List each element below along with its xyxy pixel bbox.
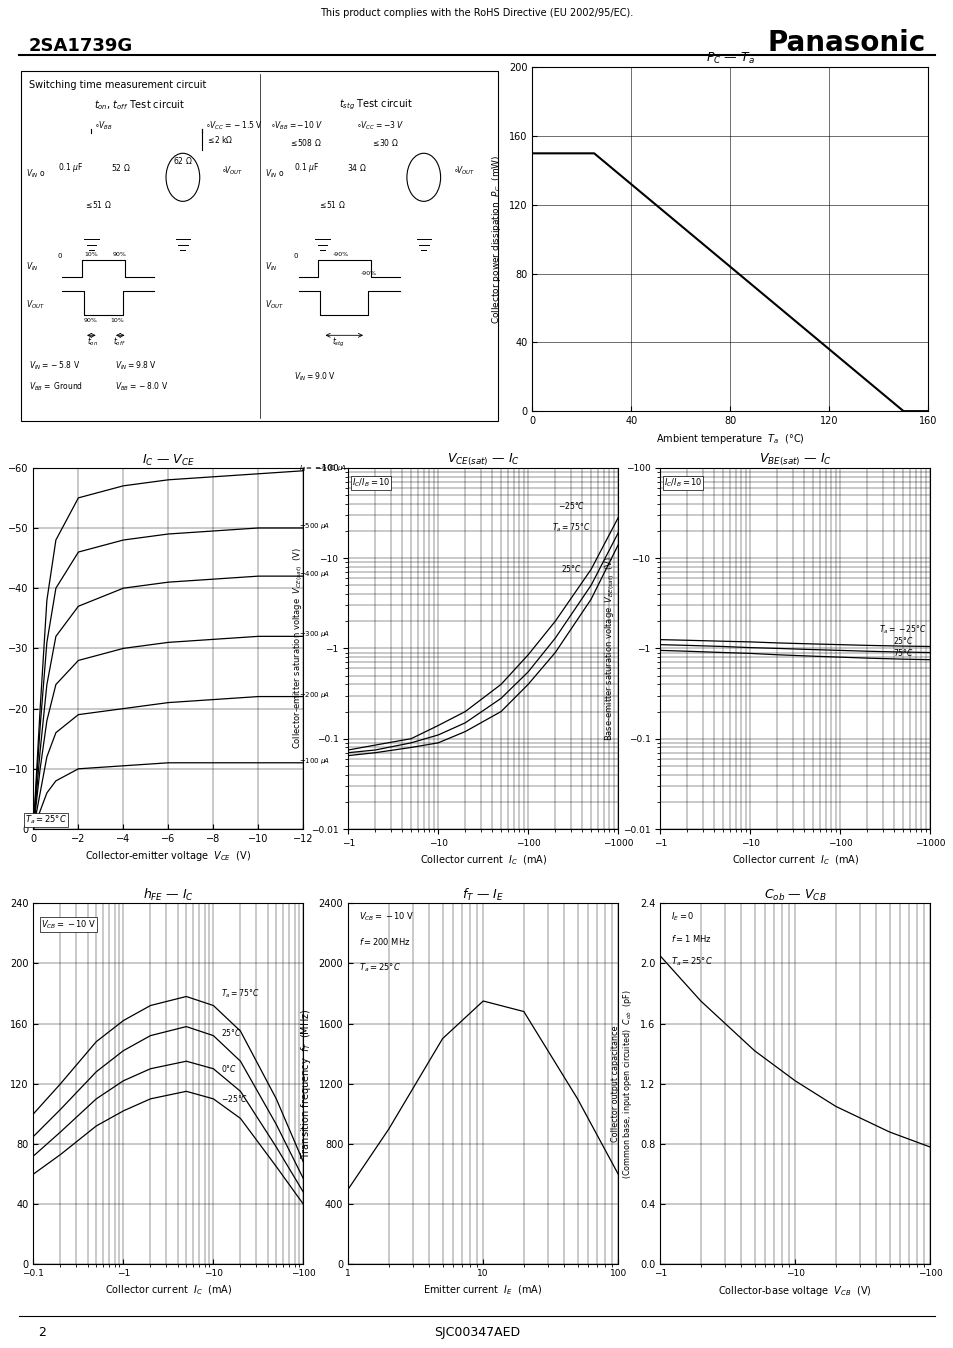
X-axis label: Collector-base voltage  $V_{CB}$  (V): Collector-base voltage $V_{CB}$ (V) xyxy=(718,1283,871,1298)
X-axis label: Collector-emitter voltage  $V_{CE}$  (V): Collector-emitter voltage $V_{CE}$ (V) xyxy=(85,849,252,864)
Text: $\circ\!V_{OUT}$: $\circ\!V_{OUT}$ xyxy=(221,164,244,177)
Text: $t_{on}$, $t_{off}$ Test circuit: $t_{on}$, $t_{off}$ Test circuit xyxy=(94,98,185,112)
Text: $\circ V_{BB}$: $\circ V_{BB}$ xyxy=(93,120,112,132)
Text: $\leq\!51\ \Omega$: $\leq\!51\ \Omega$ xyxy=(317,200,345,210)
X-axis label: Collector current  $I_C$  (mA): Collector current $I_C$ (mA) xyxy=(105,1283,232,1297)
Text: $I_C / I_B = 10$: $I_C / I_B = 10$ xyxy=(352,476,390,489)
Text: 2: 2 xyxy=(38,1326,46,1340)
Text: $I_C / I_B = 10$: $I_C / I_B = 10$ xyxy=(663,476,701,489)
X-axis label: Collector current  $I_C$  (mA): Collector current $I_C$ (mA) xyxy=(731,853,858,867)
Text: $V_{BB} = -8.0$ V: $V_{BB} = -8.0$ V xyxy=(115,380,169,394)
Title: $P_C$ — $T_a$: $P_C$ — $T_a$ xyxy=(705,51,754,66)
Title: $V_{CE(sat)}$ — $I_C$: $V_{CE(sat)}$ — $I_C$ xyxy=(446,452,519,468)
Text: $t_{stg}$: $t_{stg}$ xyxy=(332,336,345,349)
Text: $f = 1$ MHz: $f = 1$ MHz xyxy=(670,933,711,944)
Text: 10%: 10% xyxy=(111,318,124,322)
Text: $\circ V_{BB}{=}{-}10\ V$: $\circ V_{BB}{=}{-}10\ V$ xyxy=(270,120,322,132)
Text: This product complies with the RoHS Directive (EU 2002/95/EC).: This product complies with the RoHS Dire… xyxy=(320,8,633,19)
Text: $V_{IN}$ o: $V_{IN}$ o xyxy=(27,167,46,181)
Title: $I_C$ — $V_{CE}$: $I_C$ — $V_{CE}$ xyxy=(142,453,194,468)
Text: $V_{IN} = -5.8$ V: $V_{IN} = -5.8$ V xyxy=(29,360,80,372)
Y-axis label: Forward current transfer ratio  $h_{FE}$: Forward current transfer ratio $h_{FE}$ xyxy=(0,1000,5,1167)
Text: $T_a = 75°C$: $T_a = 75°C$ xyxy=(220,988,258,1000)
Text: Switching time measurement circuit: Switching time measurement circuit xyxy=(29,80,206,89)
Y-axis label: Collector-emitter saturation voltage  $V_{CE(sat)}$  (V): Collector-emitter saturation voltage $V_… xyxy=(292,547,305,749)
Text: $t_{off}$: $t_{off}$ xyxy=(112,336,126,348)
Text: $-500\ \mu\!A$: $-500\ \mu\!A$ xyxy=(298,520,330,531)
Text: $-300\ \mu\!A$: $-300\ \mu\!A$ xyxy=(298,630,330,639)
Text: $V_{OUT}$: $V_{OUT}$ xyxy=(27,298,45,310)
Text: 2SA1739G: 2SA1739G xyxy=(29,38,132,55)
Text: $V_{OUT}$: $V_{OUT}$ xyxy=(265,298,283,310)
Title: $V_{BE(sat)}$ — $I_C$: $V_{BE(sat)}$ — $I_C$ xyxy=(758,452,831,468)
Text: 90%: 90% xyxy=(84,318,98,322)
Text: $V_{CB} = -10$ V: $V_{CB} = -10$ V xyxy=(358,911,415,923)
Text: $\leq\!508\ \Omega$: $\leq\!508\ \Omega$ xyxy=(289,137,321,148)
Text: $V_{IN} = 9.0$ V: $V_{IN} = 9.0$ V xyxy=(294,371,335,383)
Title: $h_{FE}$ — $I_C$: $h_{FE}$ — $I_C$ xyxy=(143,887,193,903)
Text: $T_a = 25°C$: $T_a = 25°C$ xyxy=(358,962,400,975)
Y-axis label: Collector output capacitance
(Common base, input open circuited)  $C_{ob}$  (pF): Collector output capacitance (Common bas… xyxy=(610,989,634,1178)
Text: $25°C$: $25°C$ xyxy=(560,563,581,574)
Text: 0.1 $\mu$F: 0.1 $\mu$F xyxy=(57,160,83,174)
Text: $V_{IN} = 9.8$ V: $V_{IN} = 9.8$ V xyxy=(115,360,157,372)
Text: -90%: -90% xyxy=(332,252,348,256)
Text: $t_{stg}$ Test circuit: $t_{stg}$ Test circuit xyxy=(338,98,412,112)
Text: $I_B = -600\ \mu\!A$: $I_B = -600\ \mu\!A$ xyxy=(298,464,347,473)
X-axis label: Emitter current  $I_E$  (mA): Emitter current $I_E$ (mA) xyxy=(423,1283,542,1297)
Text: 0: 0 xyxy=(57,253,62,259)
Text: Panasonic: Panasonic xyxy=(766,28,924,57)
Text: $T_a = 25°C$: $T_a = 25°C$ xyxy=(670,956,712,968)
Text: $V_{IN}$: $V_{IN}$ xyxy=(265,260,277,272)
Text: $25°C$: $25°C$ xyxy=(892,635,913,646)
Text: $V_{CB} = -10$ V: $V_{CB} = -10$ V xyxy=(40,918,96,930)
Text: $25°C$: $25°C$ xyxy=(220,1027,241,1038)
Title: $f_T$ — $I_E$: $f_T$ — $I_E$ xyxy=(462,887,503,903)
Y-axis label: Collector power dissipation  $P_C$  (mW): Collector power dissipation $P_C$ (mW) xyxy=(490,155,503,324)
Text: $-200\ \mu\!A$: $-200\ \mu\!A$ xyxy=(298,690,330,700)
Text: 0.1 $\mu$F: 0.1 $\mu$F xyxy=(294,160,318,174)
Text: $T_a = -25°C$: $T_a = -25°C$ xyxy=(879,624,926,636)
Y-axis label: Transition frequency  $f_T$  (MHz): Transition frequency $f_T$ (MHz) xyxy=(299,1008,313,1159)
Text: $\circ V_{CC}{=}{-}3\ V$: $\circ V_{CC}{=}{-}3\ V$ xyxy=(356,120,404,132)
Text: $-100\ \mu\!A$: $-100\ \mu\!A$ xyxy=(298,756,330,766)
Text: $V_{IN}$ o: $V_{IN}$ o xyxy=(265,167,284,181)
Text: $\leq\!30\ \Omega$: $\leq\!30\ \Omega$ xyxy=(371,137,398,148)
Text: $T_a = 75°C$: $T_a = 75°C$ xyxy=(552,522,590,534)
X-axis label: Collector current  $I_C$  (mA): Collector current $I_C$ (mA) xyxy=(419,853,546,867)
Text: $t_{on}$: $t_{on}$ xyxy=(87,336,98,348)
Text: $\circ V_{CC} = -1.5$ V: $\circ V_{CC} = -1.5$ V xyxy=(204,120,262,132)
Text: 34 $\Omega$: 34 $\Omega$ xyxy=(346,162,366,173)
X-axis label: Ambient temperature  $T_a$  (°C): Ambient temperature $T_a$ (°C) xyxy=(655,431,804,446)
Text: 52 $\Omega$: 52 $\Omega$ xyxy=(111,162,131,173)
Text: $T_a = 25°C$: $T_a = 25°C$ xyxy=(25,814,67,826)
Text: $0°C$: $0°C$ xyxy=(220,1062,236,1074)
Text: 62 $\Omega$: 62 $\Omega$ xyxy=(173,155,193,166)
Text: SJC00347AED: SJC00347AED xyxy=(434,1326,519,1340)
Text: 90%: 90% xyxy=(112,252,127,256)
Text: $\leq\!2$ k$\Omega$: $\leq\!2$ k$\Omega$ xyxy=(206,133,233,146)
Text: $I_E = 0$: $I_E = 0$ xyxy=(670,911,694,923)
Title: $C_{ob}$ — $V_{CB}$: $C_{ob}$ — $V_{CB}$ xyxy=(763,888,825,903)
Y-axis label: Collector current  $I_C$  (mA): Collector current $I_C$ (mA) xyxy=(0,585,3,712)
Text: $\leq\!51\ \Omega$: $\leq\!51\ \Omega$ xyxy=(84,200,112,210)
Text: $V_{IN}$: $V_{IN}$ xyxy=(27,260,39,272)
Text: $75°C$: $75°C$ xyxy=(892,647,913,658)
Text: $\circ\!V_{OUT}$: $\circ\!V_{OUT}$ xyxy=(453,164,475,177)
Text: -90%: -90% xyxy=(361,271,376,276)
Text: 0: 0 xyxy=(294,253,298,259)
Text: $f = 200$ MHz: $f = 200$ MHz xyxy=(358,937,410,948)
Text: $V_{BB} =$ Ground: $V_{BB} =$ Ground xyxy=(29,380,83,394)
Y-axis label: Base-emitter saturation voltage  $V_{BE(sat)}$  (V): Base-emitter saturation voltage $V_{BE(s… xyxy=(603,555,617,741)
Text: $-400\ \mu\!A$: $-400\ \mu\!A$ xyxy=(298,569,330,580)
Text: 10%: 10% xyxy=(84,252,98,256)
Text: $-25°C$: $-25°C$ xyxy=(557,500,584,511)
Text: $-25°C$: $-25°C$ xyxy=(220,1093,248,1104)
